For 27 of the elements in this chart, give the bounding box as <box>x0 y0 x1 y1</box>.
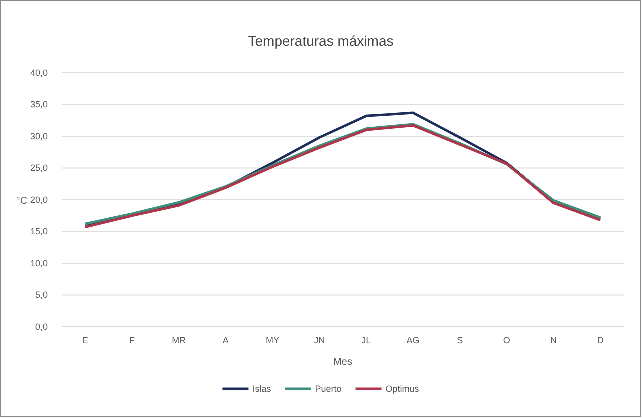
x-tick-label: MR <box>172 335 187 346</box>
y-tick-label: 40,0 <box>30 68 48 78</box>
y-tick-label: 0,0 <box>35 322 48 332</box>
x-tick-label: F <box>130 335 136 346</box>
y-tick-label: 15,0 <box>30 226 48 237</box>
y-tick-label: 35,0 <box>30 100 48 110</box>
x-tick-label: MY <box>266 335 280 346</box>
x-tick-label: D <box>597 335 604 346</box>
legend-label: Optimus <box>386 384 420 394</box>
x-tick-label: E <box>82 335 88 346</box>
y-tick-label: 20,0 <box>30 194 48 205</box>
legend-label: Puerto <box>315 384 342 394</box>
y-tick-label: 5,0 <box>35 290 48 300</box>
x-tick-label: O <box>503 335 510 346</box>
x-tick-label: N <box>550 335 557 346</box>
x-tick-label: AG <box>406 335 420 346</box>
y-tick-label: 10,0 <box>30 258 48 268</box>
x-tick-label: S <box>457 335 464 346</box>
x-axis-title: Mes <box>334 357 352 368</box>
legend-label: Islas <box>252 384 272 394</box>
chart-title: Temperaturas máximas <box>248 33 394 49</box>
x-tick-label: JL <box>362 335 372 346</box>
x-tick-label: A <box>222 335 229 346</box>
x-tick-label: JN <box>314 335 326 346</box>
y-axis-title: °C <box>16 196 28 207</box>
y-tick-label: 30,0 <box>30 131 48 142</box>
y-tick-label: 25,0 <box>30 163 48 174</box>
